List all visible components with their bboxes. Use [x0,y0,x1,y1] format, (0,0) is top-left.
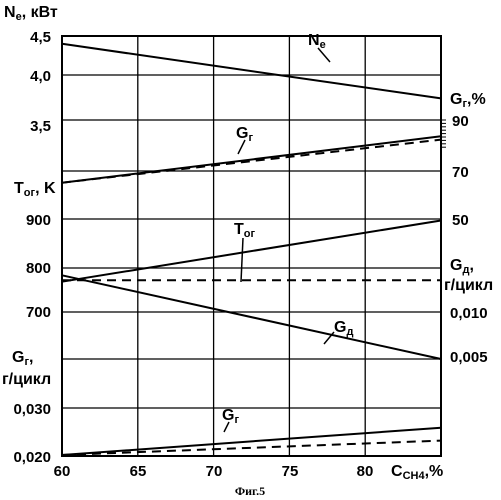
gg-pct-tick-label: 90 [452,113,469,130]
gg-axis-label: Gг, [12,349,34,368]
tog-tick-label: 700 [26,304,51,321]
tog-tick-label: 800 [26,260,51,277]
gg-pct-tick-label: 70 [452,164,469,181]
gd-tick-label: 0,005 [450,349,488,366]
chart-grid [62,36,441,456]
x-axis-label: CCH4,% [391,463,443,482]
gg-pct-leader-line [238,140,245,154]
gg-tick-label: 0,020 [13,449,51,466]
gg-curve-label: Gг [222,407,239,426]
x-tick-label: 75 [282,463,299,480]
ne-axis-label: Ne, кВт [4,4,58,23]
plot-frame [62,36,441,456]
ne-tick-label: 4,5 [30,29,51,46]
gg-tick-label: 0,030 [13,401,51,418]
gg-axis-label-line2: г/цикл [2,371,51,388]
tog-leader-line [241,238,243,282]
series-line-gg-dashed [62,441,441,455]
x-tick-label: 70 [206,463,223,480]
figure-caption: Фиг.5 [235,484,265,498]
x-tick-label: 80 [357,463,374,480]
gd-tick-label: 0,010 [450,305,488,322]
ne-tick-label: 3,5 [30,118,51,135]
tog-curve-label: Tог [234,221,256,240]
gg-pct-axis-label: Gг,% [450,91,486,110]
chart-series-layer [62,44,441,455]
x-tick-label: 60 [54,463,71,480]
gd-axis-label-line2: г/цикл [444,277,493,294]
series-line-gg [62,428,441,455]
gg-pct-curve-label: Gг [236,125,253,144]
series-line-gd [62,275,441,359]
series-line-ne [62,44,441,99]
ne-tick-label: 4,0 [30,68,51,85]
x-tick-label: 65 [130,463,147,480]
tog-tick-label: 900 [26,212,51,229]
gd-axis-label: Gд, [450,257,474,276]
gg-pct-tick-label: 50 [452,212,469,229]
ne-curve-label: Ne [308,32,326,51]
gd-curve-label: Gд [334,319,353,338]
tog-axis-label: Tог, K [14,180,56,199]
